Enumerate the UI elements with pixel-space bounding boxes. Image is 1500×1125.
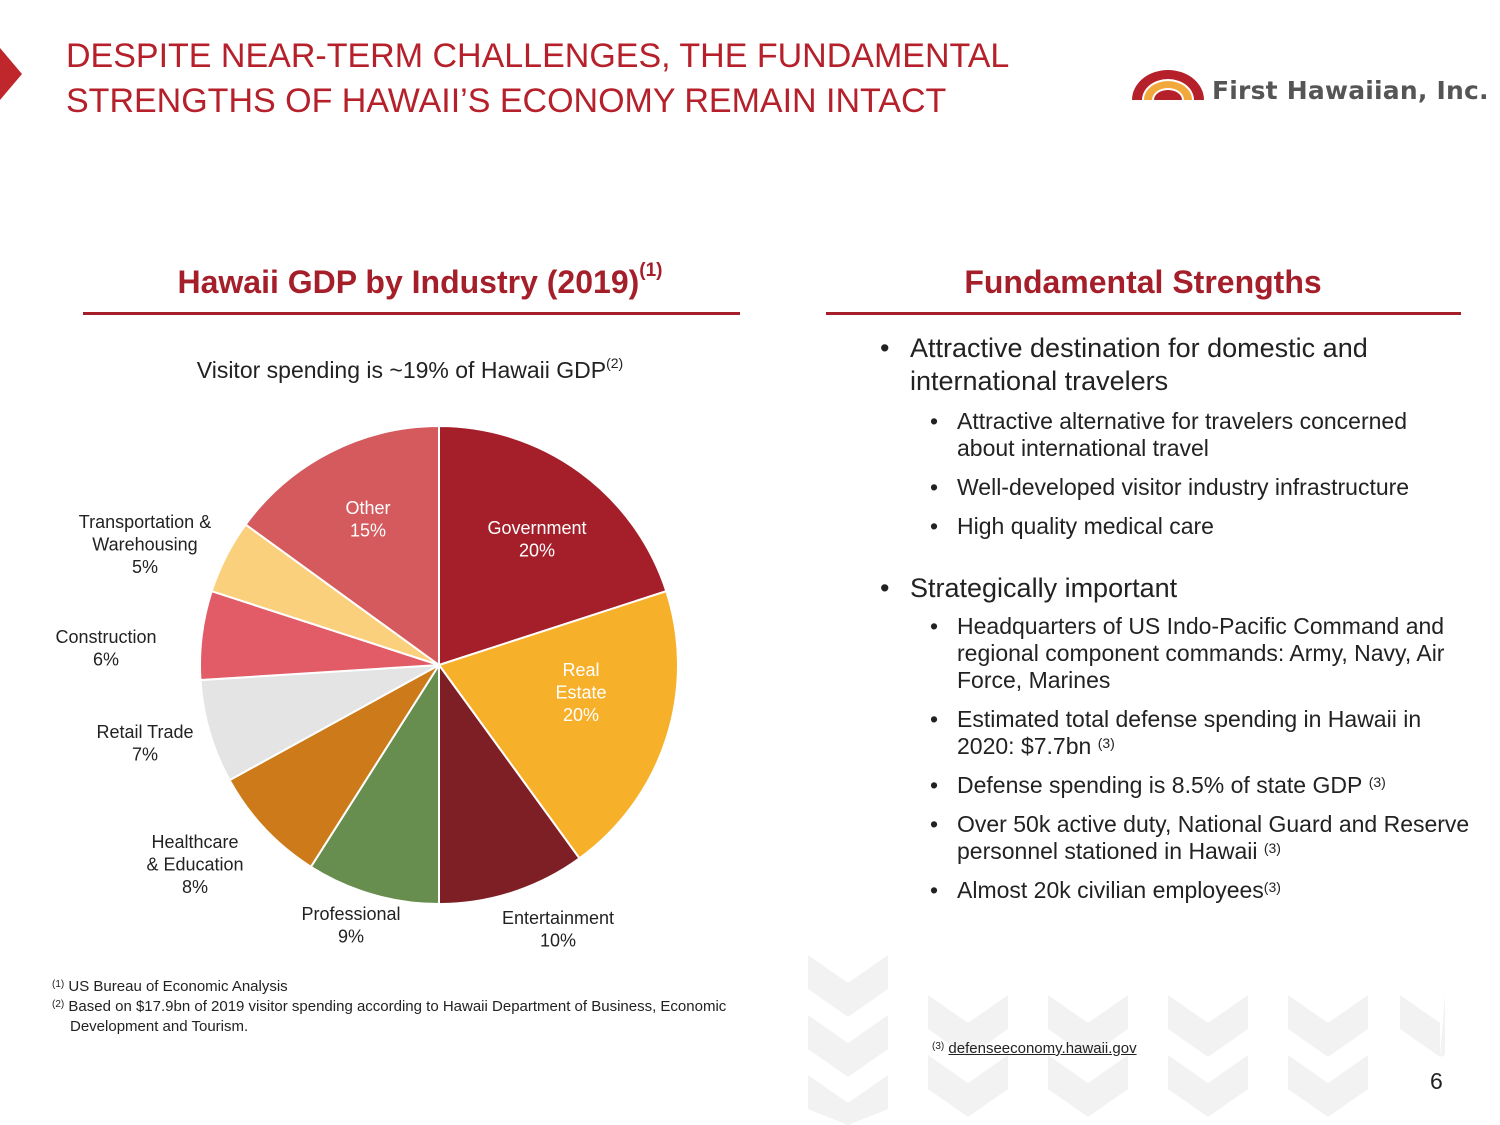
bullet-ref: (3): [1263, 840, 1281, 856]
page-number: 6: [1430, 1068, 1443, 1094]
bullet-text: Well-developed visitor industry infrastr…: [957, 474, 1410, 500]
slice-label-entertainment: Entertainment 10%: [502, 908, 614, 951]
gdp-heading-rule: [83, 312, 740, 315]
bullet-text: Over 50k active duty, National Guard and…: [957, 811, 1470, 864]
chart-subtitle-text: Visitor spending is ~19% of Hawaii GDP: [196, 357, 607, 383]
slide-marker: [0, 48, 22, 100]
bullet-strategic: Strategically important: [880, 572, 1470, 605]
strengths-list: Attractive destination for domestic and …: [880, 332, 1470, 904]
bullet-ref: (3): [1097, 735, 1115, 751]
pie-slice-retail-trade: [199, 664, 440, 782]
footnote-text: US Bureau of Economic Analysis: [68, 978, 288, 995]
gdp-heading-text: Hawaii GDP by Industry (2019): [177, 264, 640, 300]
slice-label-transportation-warehousing: Transportation & Warehousing 5%: [79, 512, 211, 577]
footnote-text: Based on $17.9bn of 2019 visitor spendin…: [68, 998, 727, 1015]
footnote-ref: (1): [52, 979, 65, 990]
bullet-indo-pacific-command: Headquarters of US Indo-Pacific Command …: [880, 613, 1470, 694]
bullet-personnel: Over 50k active duty, National Guard and…: [880, 811, 1470, 865]
footnote-3: (3) defenseeconomy.hawaii.gov: [932, 1039, 1137, 1059]
footnote-1: (1) US Bureau of Economic Analysis: [52, 977, 288, 997]
slice-label-construction: Construction 6%: [55, 627, 156, 670]
footnote-text: Development and Tourism.: [70, 1018, 249, 1035]
bullet-alternative-travel: Attractive alternative for travelers con…: [880, 408, 1470, 462]
bullet-text: Almost 20k civilian employees: [957, 877, 1264, 903]
slice-label-professional: Professional 9%: [301, 904, 400, 947]
pie-slice-professional: [309, 661, 440, 906]
strengths-heading: Fundamental Strengths: [964, 264, 1322, 300]
defense-economy-link[interactable]: defenseeconomy.hawaii.gov: [948, 1040, 1137, 1057]
pie-slice-government: [438, 424, 668, 667]
pie-slice-real-estate: [437, 589, 679, 860]
slice-label-other: Other 15%: [345, 498, 390, 541]
bullet-defense-gdp-share: Defense spending is 8.5% of state GDP (3…: [880, 772, 1470, 799]
footnote-ref: (2): [52, 999, 65, 1010]
slice-label-real-estate: Real Estate 20%: [555, 660, 606, 725]
slice-label-healthcare-education: Healthcare & Education 8%: [146, 832, 243, 897]
gdp-pie-chart: Government 20% Real Estate 20% Entertainment 1…: [55, 424, 679, 951]
bullet-text: Headquarters of US Indo-Pacific Command …: [957, 613, 1445, 693]
decorative-chevron-pattern: [808, 955, 1445, 1125]
pie-slice-other: [244, 424, 440, 667]
slice-label-retail-trade: Retail Trade 7%: [96, 722, 193, 765]
bullet-text: Defense spending is 8.5% of state GDP: [957, 772, 1363, 798]
bullet-text: High quality medical care: [957, 513, 1214, 539]
pie-slice-entertainment: [438, 661, 581, 906]
bullet-ref: (3): [1368, 774, 1386, 790]
logo-text: First Hawaiian, Inc.: [1212, 76, 1489, 105]
bullet-visitor-infrastructure: Well-developed visitor industry infrastr…: [880, 474, 1470, 501]
chart-subtitle-ref: (2): [606, 355, 624, 371]
strengths-heading-rule: [826, 312, 1461, 315]
gdp-section-heading: Hawaii GDP by Industry (2019)(1): [80, 260, 760, 301]
gdp-heading-ref: (1): [639, 260, 663, 281]
bullet-text: Attractive alternative for travelers con…: [957, 408, 1407, 461]
footnote-ref: (3): [932, 1041, 945, 1052]
bullet-civilian-employees: Almost 20k civilian employees(3): [880, 877, 1470, 904]
bullet-ref: (3): [1263, 879, 1281, 895]
pie-slice-healthcare-education: [228, 664, 440, 869]
page-title: DESPITE NEAR-TERM CHALLENGES, THE FUNDAM…: [66, 37, 1009, 120]
bullet-travel-destination: Attractive destination for domestic and …: [880, 332, 1470, 398]
slice-label-government: Government 20%: [487, 518, 586, 561]
footnote-2: (2) Based on $17.9bn of 2019 visitor spe…: [52, 997, 812, 1037]
bullet-medical-care: High quality medical care: [880, 513, 1470, 540]
chart-subtitle: Visitor spending is ~19% of Hawaii GDP(2…: [80, 355, 740, 384]
company-logo: First Hawaiian, Inc.: [1130, 66, 1489, 116]
bullet-defense-spending-total: Estimated total defense spending in Hawa…: [880, 706, 1470, 760]
bullet-text: Estimated total defense spending in Hawa…: [957, 706, 1422, 759]
sunrise-logo-icon: [1132, 70, 1204, 100]
